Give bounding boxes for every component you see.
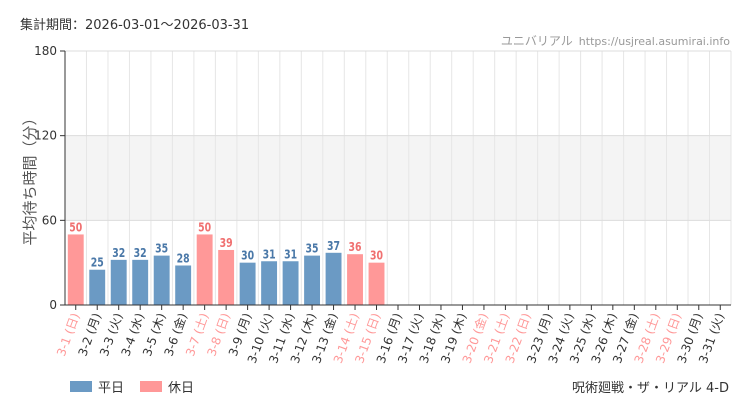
period-label: 集計期間：2026-03-01～2026-03-31 bbox=[20, 18, 250, 33]
y-tick-label: 120 bbox=[34, 129, 57, 143]
legend-label-weekday: 平日 bbox=[98, 381, 125, 396]
value-label: 32 bbox=[134, 246, 147, 260]
value-label: 25 bbox=[91, 256, 104, 270]
bar-3-10 (火) bbox=[261, 261, 278, 305]
y-tick-labels: 0 60 120 180 bbox=[34, 44, 57, 312]
legend-swatch-weekday bbox=[70, 381, 92, 392]
legend-item-weekday: 平日 bbox=[70, 377, 124, 396]
x-tick-labels: 3-1 (日)3-2 (月)3-3 (火)3-4 (水)3-5 (木)3-6 (… bbox=[54, 305, 727, 365]
value-label: 50 bbox=[198, 220, 211, 234]
site-credit: ユニバリアル https://usjreal.asumirai.info bbox=[501, 32, 730, 49]
attraction-name: 呪術廻戦・ザ・リアル 4-D bbox=[572, 381, 729, 396]
legend-label-holiday: 休日 bbox=[168, 381, 195, 396]
value-label: 37 bbox=[327, 239, 340, 253]
bar-3-11 (水) bbox=[282, 261, 299, 305]
bar-3-4 (水) bbox=[132, 259, 149, 305]
value-label: 39 bbox=[220, 236, 233, 250]
y-axis-title: 平均待ち時間（分） bbox=[21, 110, 39, 245]
bar-3-12 (木) bbox=[304, 255, 321, 305]
value-label: 30 bbox=[241, 249, 254, 263]
y-tick-label: 180 bbox=[34, 44, 57, 58]
value-label: 30 bbox=[370, 249, 383, 263]
site-url: https://usjreal.asumirai.info bbox=[578, 35, 730, 48]
shaded-band bbox=[65, 135, 731, 221]
value-label: 31 bbox=[284, 247, 297, 261]
y-tick-label: 60 bbox=[42, 213, 57, 227]
value-labels: 50 25 32 32 35 28 50 39 30 31 31 35 37 36 30 bbox=[69, 220, 383, 270]
bar-3-3 (火) bbox=[110, 259, 127, 305]
bars bbox=[67, 234, 385, 305]
value-label: 35 bbox=[306, 241, 319, 255]
value-label: 31 bbox=[263, 247, 276, 261]
bar-3-13 (金) bbox=[325, 252, 342, 305]
y-tick-label: 0 bbox=[49, 298, 57, 312]
bar-3-5 (木) bbox=[153, 255, 170, 305]
site-name: ユニバリアル bbox=[500, 34, 573, 48]
bar-3-1 (日) bbox=[67, 234, 84, 305]
legend: 平日 休日 bbox=[70, 377, 194, 396]
value-label: 50 bbox=[69, 220, 82, 234]
legend-swatch-holiday bbox=[140, 381, 163, 392]
value-label: 28 bbox=[177, 251, 190, 265]
bar-3-6 (金) bbox=[175, 265, 192, 305]
bar-3-15 (日) bbox=[368, 262, 385, 305]
bar-3-7 (土) bbox=[196, 234, 213, 305]
value-label: 36 bbox=[349, 240, 362, 254]
bar-3-8 (日) bbox=[218, 249, 235, 305]
value-label: 35 bbox=[155, 241, 168, 255]
bar-3-9 (月) bbox=[239, 262, 256, 305]
legend-item-holiday: 休日 bbox=[140, 377, 194, 396]
bar-3-14 (土) bbox=[347, 254, 363, 305]
bar-3-2 (月) bbox=[89, 269, 106, 305]
value-label: 32 bbox=[112, 246, 125, 260]
